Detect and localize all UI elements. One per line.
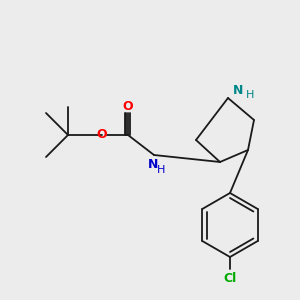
Text: N: N [148, 158, 158, 170]
Text: O: O [123, 100, 133, 112]
Text: H: H [246, 90, 254, 100]
Text: N: N [233, 83, 243, 97]
Text: Cl: Cl [224, 272, 237, 284]
Text: H: H [157, 165, 165, 175]
Text: O: O [97, 128, 107, 142]
